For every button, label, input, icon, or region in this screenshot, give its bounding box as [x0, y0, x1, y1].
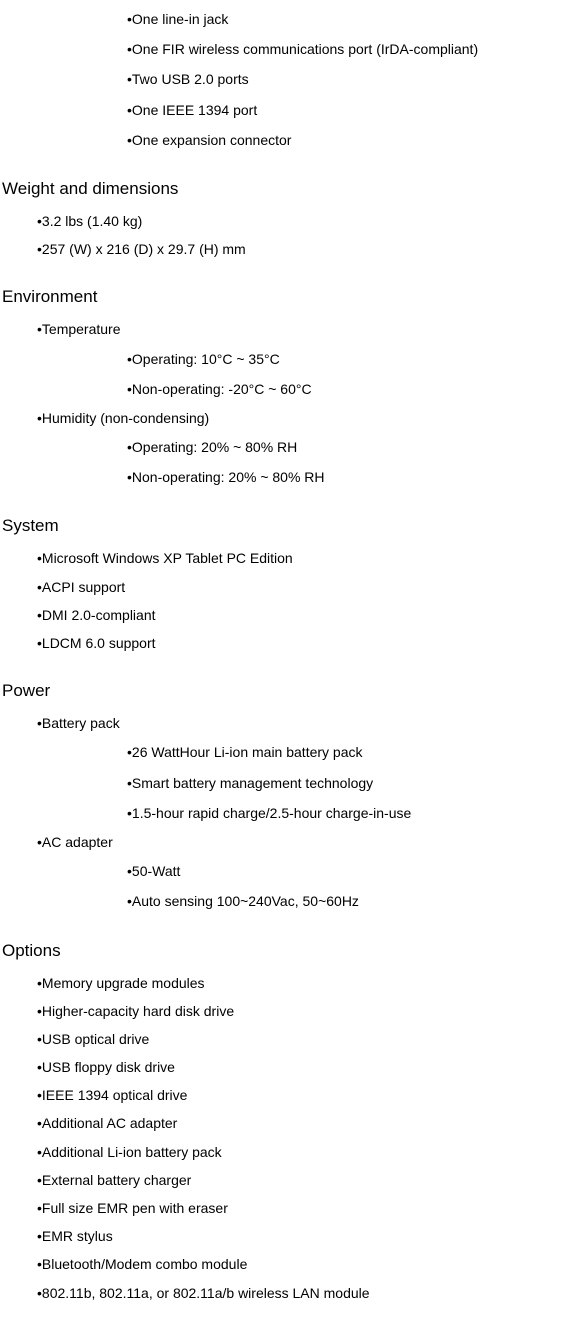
section-heading-options: Options: [2, 941, 581, 961]
item-text: One line-in jack: [132, 11, 229, 27]
item-text: 26 WattHour Li-ion main battery pack: [132, 744, 363, 760]
item-text: 802.11b, 802.11a, or 802.11a/b wireless …: [42, 1285, 370, 1301]
list-item: •Microsoft Windows XP Tablet PC Edition: [37, 544, 581, 572]
item-text: LDCM 6.0 support: [42, 635, 156, 651]
list-item: •Non-operating: -20°C ~ 60°C: [127, 374, 581, 404]
item-text: Microsoft Windows XP Tablet PC Edition: [42, 550, 293, 566]
list-item: •257 (W) x 216 (D) x 29.7 (H) mm: [37, 235, 581, 263]
list-item: •USB optical drive: [37, 1025, 581, 1053]
item-text: One IEEE 1394 port: [132, 102, 257, 118]
item-text: Non-operating: -20°C ~ 60°C: [132, 381, 312, 397]
list-item: •Humidity (non-condensing): [37, 404, 581, 432]
list-item: •50-Watt: [127, 856, 581, 886]
section-heading-system: System: [2, 516, 581, 536]
item-text: One expansion connector: [132, 132, 292, 148]
list-item: •Operating: 20% ~ 80% RH: [127, 432, 581, 462]
item-text: Operating: 10°C ~ 35°C: [132, 351, 280, 367]
item-text: Higher-capacity hard disk drive: [42, 1003, 234, 1019]
list-item: •Memory upgrade modules: [37, 969, 581, 997]
item-text: Non-operating: 20% ~ 80% RH: [132, 469, 325, 485]
list-item: •EMR stylus: [37, 1222, 581, 1250]
list-item: •Additional Li-ion battery pack: [37, 1138, 581, 1166]
item-text: Memory upgrade modules: [42, 975, 205, 991]
list-item: •One line-in jack: [127, 4, 581, 34]
list-item: •One IEEE 1394 port: [127, 95, 581, 125]
list-item: •ACPI support: [37, 573, 581, 601]
item-text: Two USB 2.0 ports: [132, 71, 249, 87]
item-text: Smart battery management technology: [132, 775, 373, 791]
list-item: •Smart battery management technology: [127, 768, 581, 798]
list-item: •LDCM 6.0 support: [37, 629, 581, 657]
list-item: •USB floppy disk drive: [37, 1053, 581, 1081]
list-item: •Bluetooth/Modem combo module: [37, 1250, 581, 1278]
list-item: •3.2 lbs (1.40 kg): [37, 207, 581, 235]
list-item: •AC adapter: [37, 828, 581, 856]
section-heading-power: Power: [2, 681, 581, 701]
list-item: •Additional AC adapter: [37, 1109, 581, 1137]
item-text: Bluetooth/Modem combo module: [42, 1256, 247, 1272]
list-item: •Non-operating: 20% ~ 80% RH: [127, 462, 581, 492]
list-item: •External battery charger: [37, 1166, 581, 1194]
list-item: •Higher-capacity hard disk drive: [37, 997, 581, 1025]
list-item: •IEEE 1394 optical drive: [37, 1081, 581, 1109]
list-item: •Battery pack: [37, 709, 581, 737]
item-text: IEEE 1394 optical drive: [42, 1087, 188, 1103]
item-text: 3.2 lbs (1.40 kg): [42, 213, 142, 229]
item-text: Full size EMR pen with eraser: [42, 1200, 228, 1216]
list-item: •Auto sensing 100~240Vac, 50~60Hz: [127, 886, 581, 916]
list-item: •DMI 2.0-compliant: [37, 601, 581, 629]
item-text: 1.5-hour rapid charge/2.5-hour charge-in…: [132, 805, 411, 821]
list-item: •26 WattHour Li-ion main battery pack: [127, 737, 581, 767]
list-item: •One FIR wireless communications port (I…: [127, 34, 581, 64]
item-text: ACPI support: [42, 579, 125, 595]
list-item: •Two USB 2.0 ports: [127, 64, 581, 94]
list-item: •Temperature: [37, 315, 581, 343]
list-item: •1.5-hour rapid charge/2.5-hour charge-i…: [127, 798, 581, 828]
item-text: Additional Li-ion battery pack: [42, 1144, 222, 1160]
item-text: Operating: 20% ~ 80% RH: [132, 439, 297, 455]
item-text: Humidity (non-condensing): [42, 410, 209, 426]
section-heading-environment: Environment: [2, 287, 581, 307]
section-heading-weight: Weight and dimensions: [2, 179, 581, 199]
list-item: •Full size EMR pen with eraser: [37, 1194, 581, 1222]
item-text: External battery charger: [42, 1172, 191, 1188]
list-item: •802.11b, 802.11a, or 802.11a/b wireless…: [37, 1279, 581, 1307]
item-text: EMR stylus: [42, 1228, 113, 1244]
item-text: 257 (W) x 216 (D) x 29.7 (H) mm: [42, 241, 246, 257]
list-item: •One expansion connector: [127, 125, 581, 155]
item-text: USB floppy disk drive: [42, 1059, 175, 1075]
item-text: One FIR wireless communications port (Ir…: [132, 41, 478, 57]
item-text: 50-Watt: [132, 863, 181, 879]
item-text: Temperature: [42, 321, 121, 337]
item-text: Battery pack: [42, 715, 120, 731]
item-text: Additional AC adapter: [42, 1115, 177, 1131]
item-text: DMI 2.0-compliant: [42, 607, 156, 623]
item-text: AC adapter: [42, 834, 113, 850]
item-text: USB optical drive: [42, 1031, 149, 1047]
item-text: Auto sensing 100~240Vac, 50~60Hz: [132, 893, 359, 909]
list-item: •Operating: 10°C ~ 35°C: [127, 344, 581, 374]
